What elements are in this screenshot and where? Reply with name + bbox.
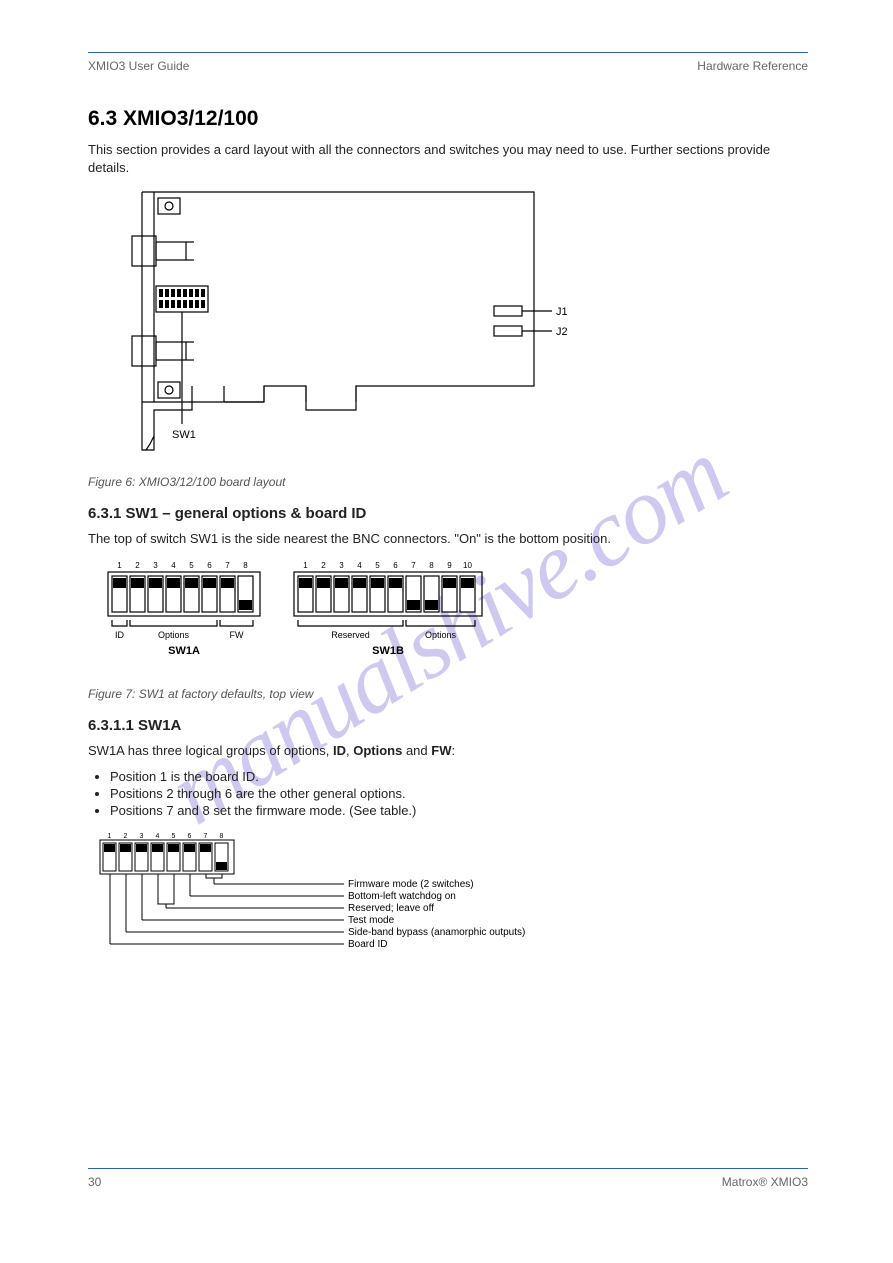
svg-text:SW1A: SW1A bbox=[168, 645, 200, 657]
figure-7-sw1: 1 2 3 4 5 6 7 8 ID Options FW SW1A 1 2 3 4 5 6 7 8 9 10 Reserv… bbox=[94, 558, 808, 681]
svg-text:4: 4 bbox=[156, 833, 160, 840]
svg-text:FW: FW bbox=[230, 630, 244, 640]
sw1a-detail-diagram: 1 2 3 4 5 6 7 8 Firmware mode (2 switches)Bottom… bbox=[94, 828, 808, 971]
section-6-3-1-1-p1: SW1A has three logical groups of options… bbox=[88, 742, 808, 760]
section-6-3-1-p1: The top of switch SW1 is the side neares… bbox=[88, 530, 808, 548]
svg-text:2: 2 bbox=[135, 561, 140, 570]
section-6-3-title: 6.3 XMIO3/12/100 bbox=[88, 107, 808, 131]
sw1a-bullets: Position 1 is the board ID. Positions 2 … bbox=[110, 769, 808, 818]
svg-text:10: 10 bbox=[463, 561, 472, 570]
svg-text:Reserved: Reserved bbox=[331, 630, 370, 640]
figure-6-caption: Figure 6: XMIO3/12/100 board layout bbox=[88, 475, 808, 489]
footer-product: Matrox® XMIO3 bbox=[722, 1175, 808, 1189]
section-6-3-intro: This section provides a card layout with… bbox=[88, 141, 808, 176]
svg-text:Reserved; leave off: Reserved; leave off bbox=[348, 903, 434, 914]
svg-text:8: 8 bbox=[220, 833, 224, 840]
svg-text:Board ID: Board ID bbox=[348, 939, 387, 950]
p1-bold-options: Options bbox=[353, 743, 402, 758]
svg-text:7: 7 bbox=[204, 833, 208, 840]
svg-text:7: 7 bbox=[225, 561, 230, 570]
header-rule bbox=[88, 52, 808, 53]
svg-text:1: 1 bbox=[117, 561, 122, 570]
svg-text:6: 6 bbox=[207, 561, 212, 570]
svg-text:5: 5 bbox=[375, 561, 380, 570]
svg-text:2: 2 bbox=[124, 833, 128, 840]
page-footer: 30 Matrox® XMIO3 bbox=[88, 1168, 808, 1189]
p1-seg-a: SW1A has three logical groups of options… bbox=[88, 743, 333, 758]
svg-text:1: 1 bbox=[108, 833, 112, 840]
page-content: XMIO3 User Guide Hardware Reference 6.3 … bbox=[88, 52, 808, 975]
svg-text:4: 4 bbox=[357, 561, 362, 570]
svg-text:Side-band bypass (anamorphic o: Side-band bypass (anamorphic outputs) bbox=[348, 927, 525, 938]
svg-text:3: 3 bbox=[140, 833, 144, 840]
p1-bold-id: ID bbox=[333, 743, 346, 758]
bullet-2: Positions 2 through 6 are the other gene… bbox=[110, 786, 808, 801]
figure-6-board-layout: J1 J2 SW1 bbox=[94, 186, 808, 469]
header-left: XMIO3 User Guide bbox=[88, 59, 189, 73]
svg-text:8: 8 bbox=[429, 561, 434, 570]
svg-text:8: 8 bbox=[243, 561, 248, 570]
svg-text:4: 4 bbox=[171, 561, 176, 570]
svg-text:Options: Options bbox=[425, 630, 457, 640]
svg-text:Firmware mode (2 switches): Firmware mode (2 switches) bbox=[348, 879, 474, 890]
svg-text:2: 2 bbox=[321, 561, 326, 570]
label-sw1: SW1 bbox=[172, 429, 196, 441]
p1-seg-d: : bbox=[451, 743, 455, 758]
page-header: XMIO3 User Guide Hardware Reference bbox=[88, 59, 808, 73]
svg-text:9: 9 bbox=[447, 561, 452, 570]
svg-text:SW1B: SW1B bbox=[372, 645, 404, 657]
bullet-3: Positions 7 and 8 set the firmware mode.… bbox=[110, 803, 808, 818]
svg-text:3: 3 bbox=[153, 561, 158, 570]
svg-text:5: 5 bbox=[172, 833, 176, 840]
svg-text:7: 7 bbox=[411, 561, 416, 570]
svg-text:Bottom-left watchdog on: Bottom-left watchdog on bbox=[348, 891, 456, 902]
svg-text:Test mode: Test mode bbox=[348, 915, 395, 926]
figure-7-caption: Figure 7: SW1 at factory defaults, top v… bbox=[88, 687, 808, 701]
section-6-3-1-title: 6.3.1 SW1 – general options & board ID bbox=[88, 505, 808, 522]
p1-bold-fw: FW bbox=[431, 743, 451, 758]
svg-text:ID: ID bbox=[115, 630, 125, 640]
svg-text:1: 1 bbox=[303, 561, 308, 570]
svg-text:6: 6 bbox=[393, 561, 398, 570]
svg-text:3: 3 bbox=[339, 561, 344, 570]
label-j2: J2 bbox=[556, 326, 568, 338]
footer-rule bbox=[88, 1168, 808, 1169]
svg-text:5: 5 bbox=[189, 561, 194, 570]
svg-text:Options: Options bbox=[158, 630, 190, 640]
header-right: Hardware Reference bbox=[697, 59, 808, 73]
p1-seg-c: and bbox=[402, 743, 431, 758]
footer-page-number: 30 bbox=[88, 1175, 101, 1189]
svg-text:6: 6 bbox=[188, 833, 192, 840]
section-6-3-1-1-title: 6.3.1.1 SW1A bbox=[88, 717, 808, 734]
bullet-1: Position 1 is the board ID. bbox=[110, 769, 808, 784]
label-j1: J1 bbox=[556, 306, 568, 318]
